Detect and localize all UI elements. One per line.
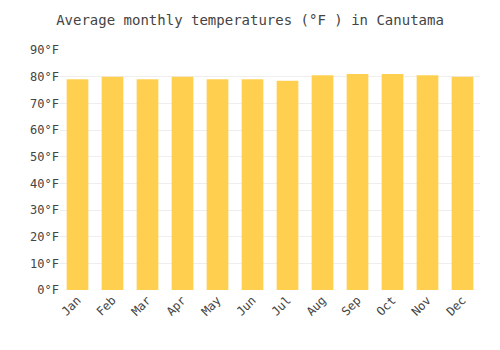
svg-text:0°F: 0°F xyxy=(37,283,59,297)
svg-text:Nov: Nov xyxy=(409,293,434,318)
svg-text:Aug: Aug xyxy=(304,293,329,318)
svg-text:Jul: Jul xyxy=(269,293,294,318)
svg-text:80°F: 80°F xyxy=(30,70,59,84)
svg-text:10°F: 10°F xyxy=(30,257,59,271)
svg-text:70°F: 70°F xyxy=(30,97,59,111)
svg-text:90°F: 90°F xyxy=(30,43,59,57)
svg-text:Feb: Feb xyxy=(94,293,119,318)
svg-text:30°F: 30°F xyxy=(30,203,59,217)
svg-text:Average monthly temperatures (: Average monthly temperatures (°F ) in Ca… xyxy=(56,12,444,28)
svg-text:Apr: Apr xyxy=(164,293,189,318)
svg-text:40°F: 40°F xyxy=(30,177,59,191)
svg-text:20°F: 20°F xyxy=(30,230,59,244)
svg-text:Jan: Jan xyxy=(59,293,84,318)
svg-text:Dec: Dec xyxy=(444,293,469,318)
svg-text:Mar: Mar xyxy=(129,293,154,318)
svg-text:May: May xyxy=(199,293,224,318)
svg-text:Jun: Jun xyxy=(234,293,259,318)
svg-text:60°F: 60°F xyxy=(30,123,59,137)
svg-text:50°F: 50°F xyxy=(30,150,59,164)
svg-text:Sep: Sep xyxy=(339,293,364,318)
svg-text:Oct: Oct xyxy=(374,293,399,318)
